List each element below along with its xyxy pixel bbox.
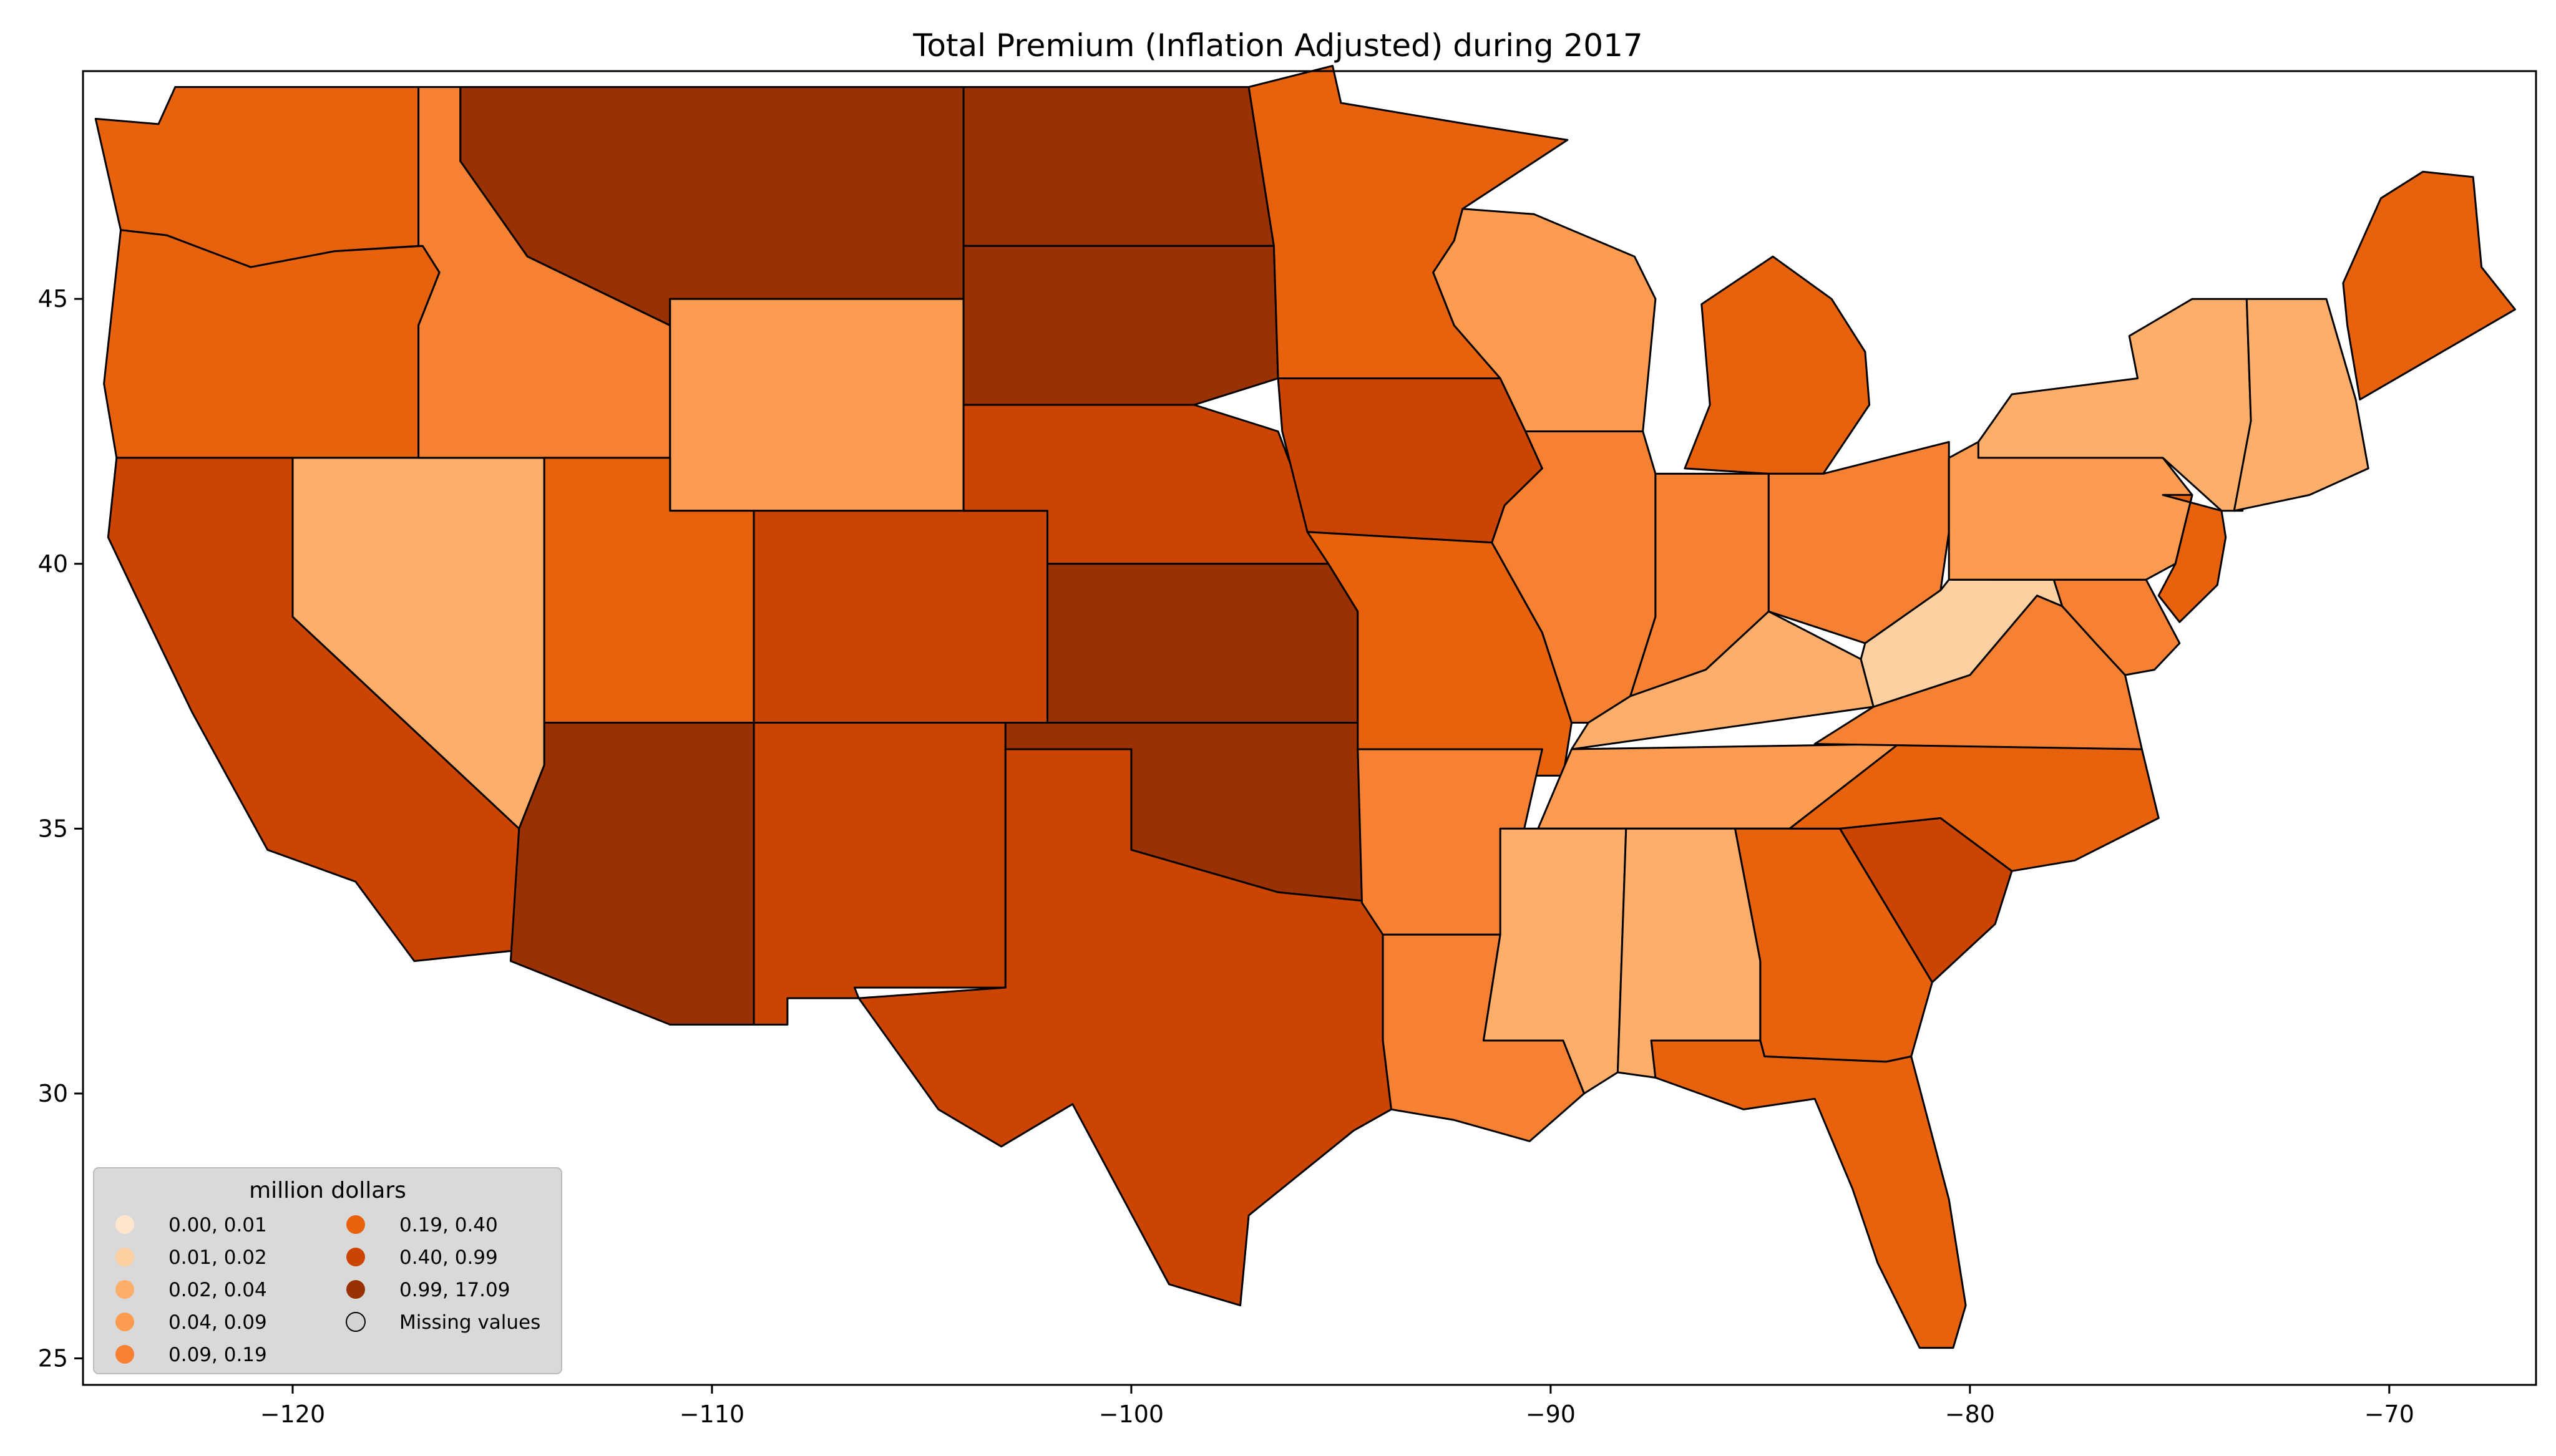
region-maine [2342, 170, 2516, 400]
x-tick-label: −80 [1945, 1400, 1995, 1428]
legend-label: 0.02, 0.04 [168, 1279, 267, 1301]
region-texas [857, 748, 1392, 1307]
x-axis: −120 −110 −100 −90 −80 −70 [260, 1385, 2414, 1428]
y-tick-label: 35 [38, 815, 68, 842]
x-tick-label: −90 [1526, 1400, 1576, 1428]
legend-swatch [115, 1313, 134, 1331]
region-colorado [753, 510, 1048, 724]
map-title: Total Premium (Inflation Adjusted) durin… [912, 27, 1642, 64]
legend-label: 0.19, 0.40 [399, 1214, 498, 1236]
y-axis: 25 30 35 40 45 [38, 285, 83, 1372]
region-maryland-delaware [1989, 578, 2181, 676]
legend-label: 0.99, 17.09 [399, 1279, 510, 1301]
region-new-england [2233, 298, 2369, 512]
x-tick-label: −120 [260, 1400, 325, 1428]
x-tick-label: −100 [1099, 1400, 1164, 1428]
legend-swatch [346, 1215, 365, 1234]
legend-swatch [346, 1280, 365, 1299]
legend-swatch [115, 1280, 134, 1299]
region-wyoming [669, 298, 965, 512]
legend: million dollars 0.00, 0.01 0.01, 0.02 0.02… [93, 1167, 562, 1374]
region-new-mexico [753, 722, 1007, 1026]
legend-label: 0.40, 0.99 [399, 1246, 498, 1269]
y-tick-label: 30 [38, 1080, 68, 1107]
y-tick-label: 45 [38, 285, 68, 313]
region-illinois [1491, 430, 1657, 724]
y-tick-label: 40 [38, 550, 68, 578]
region-oregon [103, 229, 441, 459]
legend-label: 0.00, 0.01 [168, 1214, 267, 1236]
y-tick-label: 25 [38, 1345, 68, 1372]
legend-label: 0.01, 0.02 [168, 1246, 267, 1269]
legend-box [93, 1167, 562, 1374]
regions-layer [94, 65, 2516, 1349]
legend-label: 0.04, 0.09 [168, 1311, 267, 1334]
region-pennsylvania [1948, 440, 2193, 581]
legend-swatch [346, 1312, 366, 1332]
legend-swatch [115, 1215, 134, 1234]
legend-label: 0.09, 0.19 [168, 1344, 267, 1366]
legend-title: million dollars [249, 1178, 406, 1203]
legend-items: 0.00, 0.01 0.01, 0.02 0.02, 0.04 0.04, 0.09… [115, 1214, 540, 1366]
legend-swatch [346, 1248, 365, 1266]
legend-label: Missing values [399, 1311, 540, 1334]
region-florida [1650, 1039, 1967, 1349]
region-kansas [1046, 563, 1359, 724]
legend-swatch [115, 1345, 134, 1364]
legend-swatch [115, 1248, 134, 1266]
region-new-york [1977, 298, 2252, 512]
region-south-dakota [962, 245, 1279, 406]
x-tick-label: −110 [680, 1400, 744, 1428]
plot-frame [82, 70, 2537, 1386]
region-ohio [1767, 440, 1950, 644]
region-new-jersey [2157, 493, 2227, 623]
x-tick-label: −70 [2364, 1400, 2414, 1428]
region-north-dakota [962, 86, 1275, 247]
